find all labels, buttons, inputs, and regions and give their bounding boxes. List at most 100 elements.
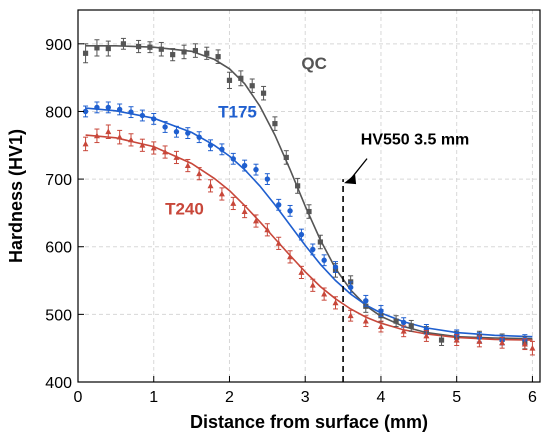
marker-circle	[321, 257, 327, 263]
data-point-t240	[218, 187, 225, 201]
data-point-t240	[196, 167, 203, 181]
data-point-t240	[423, 330, 430, 342]
data-point-t240	[93, 128, 100, 144]
marker-circle	[276, 202, 282, 208]
data-point-t175	[230, 152, 236, 165]
data-point-t240	[298, 265, 305, 280]
fit-curve-t240	[85, 134, 533, 341]
data-point-t240	[150, 141, 157, 155]
data-point-qc	[181, 44, 187, 60]
marker-triangle	[162, 148, 169, 155]
marker-circle	[185, 130, 191, 136]
data-point-t175	[82, 105, 89, 118]
marker-circle	[253, 166, 259, 173]
data-point-t240	[105, 124, 112, 140]
data-point-t175	[128, 106, 134, 119]
marker-circle	[207, 142, 214, 148]
data-point-qc	[408, 319, 414, 332]
data-point-t175	[162, 121, 168, 133]
data-point-t240	[309, 278, 316, 292]
marker-triangle	[362, 317, 369, 324]
data-point-t175	[241, 159, 248, 172]
data-point-qc	[272, 116, 278, 131]
data-point-t240	[362, 315, 369, 328]
data-point-qc	[438, 334, 445, 346]
marker-circle	[363, 298, 369, 304]
marker-triangle	[453, 336, 460, 343]
y-axis-ticks: 400 500 600 700 800 900	[45, 37, 84, 392]
marker-triangle	[309, 282, 316, 288]
marker-square	[215, 54, 221, 60]
marker-circle	[241, 162, 248, 169]
data-point-t175	[332, 261, 339, 273]
marker-triangle	[423, 332, 430, 339]
data-point-t240	[476, 335, 483, 348]
marker-circle	[94, 104, 100, 111]
annotation-group: HV550 3.5 mm	[342, 132, 469, 382]
data-point-t240	[275, 236, 282, 250]
data-point-t240	[332, 296, 339, 310]
y-axis-title: Hardness (HV1)	[6, 129, 26, 263]
marker-circle	[162, 124, 168, 130]
data-point-qc	[295, 177, 301, 194]
data-point-qc	[226, 71, 233, 89]
marker-square	[120, 41, 127, 47]
data-point-t175	[276, 198, 282, 211]
marker-square	[272, 121, 278, 127]
marker-square	[181, 49, 187, 55]
data-point-qc	[135, 39, 142, 54]
data-point-qc	[238, 70, 244, 87]
marker-circle	[151, 116, 157, 122]
marker-square	[204, 50, 210, 56]
data-point-qc	[94, 39, 100, 57]
data-point-qc	[260, 85, 267, 101]
y-tick-label: 700	[45, 172, 72, 189]
data-point-t175	[219, 143, 225, 156]
marker-square	[147, 44, 153, 50]
marker-triangle	[207, 182, 214, 189]
data-point-qc	[170, 48, 176, 62]
marker-square	[295, 183, 301, 189]
data-point-qc	[393, 315, 399, 328]
data-point-t240	[521, 338, 528, 351]
y-tick-label: 500	[45, 307, 72, 324]
data-point-t175	[253, 163, 259, 176]
marker-circle	[219, 146, 225, 153]
marker-circle	[173, 129, 180, 135]
series-label-t240: T240	[165, 199, 204, 218]
data-point-t175	[105, 101, 111, 114]
marker-triangle	[252, 217, 259, 224]
marker-square	[192, 47, 198, 54]
data-point-t175	[151, 112, 157, 125]
data-point-t175	[196, 131, 202, 144]
marker-triangle	[499, 339, 506, 346]
data-point-t240	[252, 214, 259, 228]
marker-circle	[230, 156, 236, 162]
data-point-t175	[298, 228, 305, 241]
series-label-qc: QC	[301, 54, 327, 73]
marker-triangle	[116, 133, 123, 140]
data-point-t240	[321, 287, 328, 301]
data-points	[82, 37, 536, 356]
data-point-t240	[241, 204, 248, 219]
data-point-t240	[287, 250, 294, 264]
x-axis-title: Distance from surface (mm)	[190, 412, 428, 432]
marker-circle	[264, 176, 271, 182]
marker-triangle	[196, 170, 203, 177]
marker-triangle	[287, 253, 294, 260]
data-point-t175	[185, 127, 191, 140]
marker-circle	[116, 106, 123, 113]
y-tick-label: 600	[45, 240, 72, 257]
marker-triangle	[275, 240, 282, 246]
data-point-t240	[184, 158, 191, 173]
data-point-t240	[264, 223, 271, 237]
y-tick-label: 800	[45, 104, 72, 121]
marker-square	[158, 46, 164, 52]
marker-triangle	[184, 162, 191, 168]
marker-triangle	[93, 132, 100, 139]
marker-square	[135, 43, 142, 50]
annotation-arrowhead	[344, 174, 357, 185]
marker-square	[260, 90, 267, 96]
marker-square	[94, 45, 100, 51]
marker-circle	[287, 208, 293, 214]
